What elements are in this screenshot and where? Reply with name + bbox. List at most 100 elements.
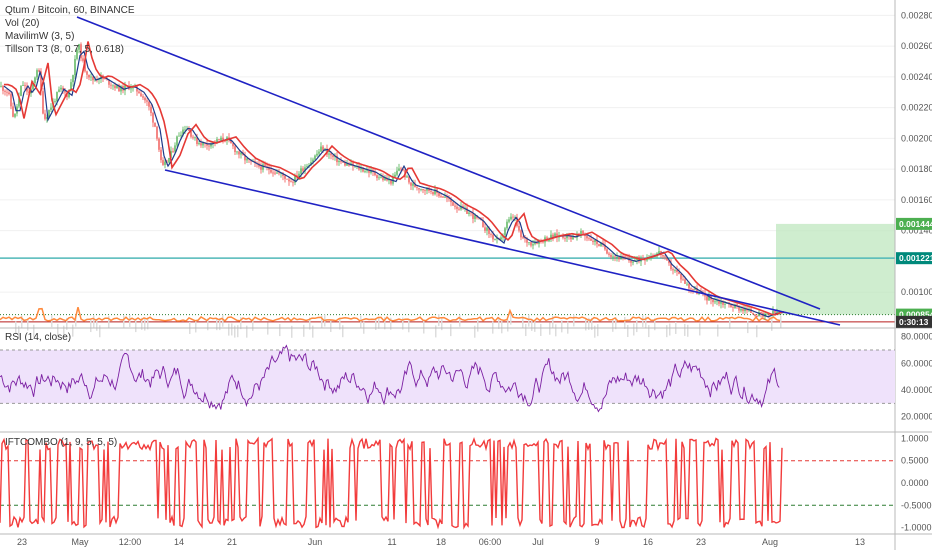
- target-box: [776, 223, 895, 315]
- candle-body: [346, 163, 348, 166]
- volume-bar: [27, 318, 29, 331]
- candle-body: [44, 113, 46, 119]
- candle-body: [290, 181, 292, 183]
- candle-body: [376, 175, 378, 178]
- volume-bar: [312, 325, 314, 338]
- candle-body: [612, 256, 614, 258]
- volume-bar: [627, 324, 629, 337]
- ift-study-label[interactable]: IFTCOMBO (1, 9, 5, 5, 5): [5, 437, 118, 448]
- candle-body: [58, 89, 60, 92]
- candle-body: [718, 300, 720, 304]
- volume-bar: [402, 317, 404, 330]
- candle-body: [80, 44, 82, 59]
- candle-body: [580, 230, 582, 235]
- volume-bar: [561, 320, 563, 333]
- volume-bar: [645, 316, 647, 329]
- candle-body: [514, 217, 516, 218]
- candle-body: [686, 283, 688, 285]
- volume-bar: [195, 320, 197, 333]
- rsi-axis[interactable]: 80.0000 60.0000 40.0000 20.0000: [901, 332, 932, 422]
- candle-body: [448, 198, 450, 200]
- candle-body: [550, 234, 552, 240]
- candle-body: [16, 106, 18, 114]
- volume-bar: [309, 317, 311, 330]
- candle-body: [48, 109, 50, 117]
- ift-tick-label: -0.5000: [901, 500, 932, 510]
- candle-body: [76, 49, 78, 59]
- candle-body: [526, 238, 528, 243]
- volume-bar: [237, 325, 239, 338]
- candle-body: [482, 220, 484, 228]
- candle-body: [180, 134, 182, 136]
- candle-body: [222, 137, 224, 141]
- mavilim-study-label[interactable]: MavilimW (3, 5): [5, 31, 75, 42]
- volume-bar: [591, 317, 593, 330]
- candle-body: [260, 166, 262, 170]
- time-tick-label: May: [71, 537, 89, 547]
- candle-body: [318, 151, 320, 154]
- candle-body: [10, 94, 12, 107]
- candle-body: [358, 165, 360, 170]
- price-tag-box: [896, 315, 932, 328]
- candle-body: [668, 260, 670, 264]
- candle-body: [736, 304, 738, 307]
- symbol-title[interactable]: Qtum / Bitcoin, 60, BINANCE: [5, 5, 135, 16]
- candle-body: [190, 130, 192, 137]
- candle-body: [570, 235, 572, 240]
- candle-body: [184, 129, 186, 131]
- volume-bar: [123, 315, 125, 328]
- candle-body: [152, 113, 154, 123]
- rsi-legend: RSI (14, close): [5, 331, 71, 344]
- candle-body: [398, 168, 400, 171]
- price-tag-box: [896, 252, 932, 265]
- candle-body: [720, 301, 722, 304]
- candle-body: [12, 106, 14, 117]
- volume-bar: [729, 316, 731, 329]
- volume-bar: [252, 318, 254, 331]
- tillson-study-label[interactable]: Tillson T3 (8, 0.7, 5, 0.618): [5, 44, 124, 55]
- candle-body: [300, 168, 302, 174]
- candle-body: [100, 75, 102, 80]
- candle-body: [734, 304, 736, 308]
- ift-axis[interactable]: 1.0000 0.5000 0.0000 -0.5000 -1.0000: [901, 433, 932, 532]
- candle-body: [298, 173, 300, 178]
- volume-bar: [57, 323, 59, 336]
- candle-body: [402, 169, 404, 171]
- candle-body: [604, 244, 606, 250]
- candle-body: [136, 86, 138, 92]
- candle-body: [114, 85, 116, 89]
- volume-bar: [597, 324, 599, 337]
- volume-layer: [0, 307, 782, 338]
- volume-bar: [588, 317, 590, 330]
- volume-bar: [642, 315, 644, 328]
- candle-body: [592, 240, 594, 243]
- price-tag-label: 0:30:13: [899, 317, 929, 327]
- candle-body: [272, 172, 274, 174]
- volume-study-label[interactable]: Vol (20): [5, 18, 40, 29]
- volume-bar: [141, 317, 143, 330]
- candle-body: [90, 76, 92, 78]
- candle-body: [64, 90, 66, 93]
- volume-bar: [717, 324, 719, 337]
- candle-body: [606, 249, 608, 254]
- candle-body: [688, 283, 690, 289]
- candle-body: [304, 167, 306, 172]
- candle-body: [374, 171, 376, 176]
- time-axis[interactable]: 23 May 12:00 14 21 Jun 11 18 06:00 Jul 9 16 23 Aug 13: [17, 537, 865, 547]
- candle-body: [644, 259, 646, 261]
- candle-body: [56, 91, 58, 102]
- trendlines[interactable]: [76, 16, 841, 326]
- volume-bar: [636, 320, 638, 333]
- candle-body: [306, 166, 308, 168]
- volume-bar: [108, 316, 110, 329]
- candle-body: [426, 187, 428, 191]
- rsi-study-label[interactable]: RSI (14, close): [5, 332, 72, 343]
- candle-body: [766, 313, 768, 315]
- volume-bar: [522, 316, 524, 329]
- volume-bar: [423, 321, 425, 334]
- candle-body: [86, 71, 88, 75]
- chart-background: [0, 0, 895, 550]
